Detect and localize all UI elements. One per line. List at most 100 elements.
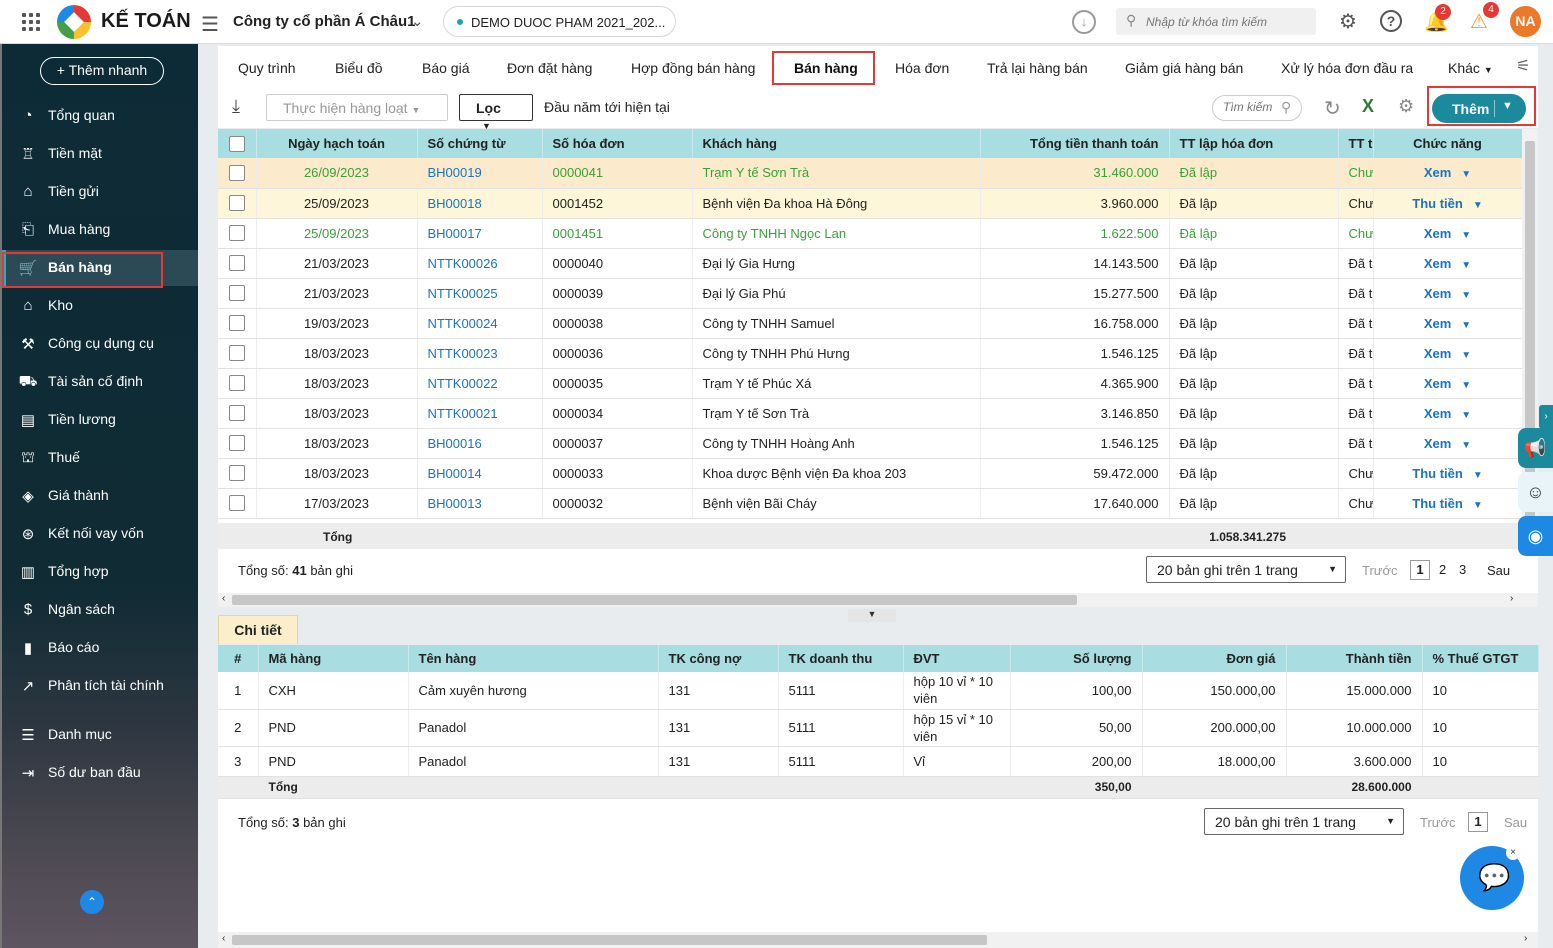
- table-row[interactable]: 21/03/2023 NTTK00026 0000040 Đại lý Gia Hưn…: [218, 248, 1522, 279]
- cell-action[interactable]: Xem ▼: [1373, 368, 1522, 399]
- sidebar-item-tiền-mặt[interactable]: ♖ Tiền mặt: [2, 136, 198, 172]
- scroll-left-icon[interactable]: ‹: [222, 933, 226, 944]
- detail-row[interactable]: 2 PND Panadol 131 5111 hộp 15 vỉ * 10 viên 50,…: [218, 709, 1539, 747]
- sidebar-item-phân-tích-tài-chính[interactable]: ↗ Phân tích tài chính: [2, 668, 198, 704]
- row-checkbox[interactable]: [228, 435, 245, 452]
- sort-icon[interactable]: ⤓: [232, 96, 240, 116]
- add-button[interactable]: Thêm ▼: [1432, 94, 1526, 123]
- tab-settings-icon[interactable]: ⚟: [1516, 58, 1531, 75]
- page-size-select[interactable]: 20 bản ghi trên 1 trang ▼: [1146, 556, 1346, 583]
- database-selector[interactable]: DEMO DUOC PHAM 2021_202...: [443, 6, 676, 37]
- table-row[interactable]: 17/03/2023 BH00013 0000032 Bệnh viện Bãi Ch…: [218, 488, 1522, 519]
- tab-bao-gia[interactable]: Báo giá: [422, 60, 470, 76]
- avatar[interactable]: NA: [1510, 6, 1541, 37]
- col-invoice-no[interactable]: Số hóa đơn: [542, 129, 693, 158]
- row-checkbox[interactable]: [228, 285, 245, 302]
- chevron-down-icon[interactable]: ▼: [1472, 199, 1483, 211]
- col-item-name[interactable]: Tên hàng: [408, 645, 659, 672]
- cell-action[interactable]: Xem ▼: [1373, 338, 1522, 369]
- sidebar-item-kết-nối-vay-vốn[interactable]: ⊛ Kết nối vay vốn: [2, 516, 198, 552]
- excel-export-icon[interactable]: X: [1362, 96, 1375, 116]
- tab-giam-gia[interactable]: Giảm giá hàng bán: [1125, 60, 1244, 76]
- row-checkbox[interactable]: [228, 375, 245, 392]
- table-row[interactable]: 26/09/2023 BH00019 0000041 Trạm Y tế Sơn Tr…: [218, 158, 1522, 189]
- table-row[interactable]: 18/03/2023 BH00014 0000033 Khoa dược Bệnh v…: [218, 458, 1522, 489]
- chevron-down-icon[interactable]: ▼: [1461, 169, 1472, 181]
- row-checkbox[interactable]: [228, 225, 245, 242]
- row-checkbox[interactable]: [228, 345, 245, 362]
- col-doc-no[interactable]: Số chứng từ: [417, 129, 543, 158]
- cell-action[interactable]: Xem ▼: [1373, 248, 1522, 279]
- cell-doc-link[interactable]: BH00018: [417, 188, 543, 219]
- cell-doc-link[interactable]: NTTK00023: [417, 338, 543, 369]
- batch-action-dropdown[interactable]: Thực hiện hàng loạt ▼: [266, 94, 448, 121]
- table-search-input[interactable]: [1223, 100, 1278, 114]
- row-checkbox[interactable]: [228, 465, 245, 482]
- col-revenue-account[interactable]: TK doanh thu: [778, 645, 904, 672]
- cell-doc-link[interactable]: NTTK00025: [417, 278, 543, 309]
- cell-doc-link[interactable]: BH00017: [417, 218, 543, 249]
- action-label[interactable]: Thu tiền: [1412, 465, 1463, 481]
- chevron-down-icon[interactable]: ▼: [1461, 289, 1472, 301]
- action-label[interactable]: Xem: [1423, 285, 1452, 301]
- scroll-right-icon[interactable]: ›: [1524, 933, 1528, 944]
- col-quantity[interactable]: Số lượng: [1010, 645, 1143, 672]
- chat-button[interactable]: 💬 ×: [1460, 846, 1524, 910]
- table-row[interactable]: 18/03/2023 NTTK00023 0000036 Công ty TNHH P…: [218, 338, 1522, 369]
- row-checkbox[interactable]: [228, 495, 245, 512]
- col-unit-price[interactable]: Đơn giá: [1142, 645, 1287, 672]
- tab-hop-dong[interactable]: Hợp đồng bán hàng: [631, 60, 756, 76]
- detail-tab[interactable]: Chi tiết: [218, 615, 298, 644]
- cell-action[interactable]: Xem ▼: [1373, 308, 1522, 339]
- col-debt-account[interactable]: TK công nợ: [658, 645, 779, 672]
- scroll-right-icon[interactable]: ›: [1510, 593, 1514, 604]
- col-vat[interactable]: % Thuế GTGT: [1422, 645, 1539, 672]
- expand-panel-icon[interactable]: ›: [1539, 405, 1553, 429]
- scrollbar-thumb[interactable]: [232, 595, 1077, 605]
- chevron-down-icon[interactable]: ▼: [1461, 409, 1472, 421]
- filter-button[interactable]: Lọc ▼: [459, 94, 533, 131]
- tab-don-dat-hang[interactable]: Đơn đặt hàng: [507, 60, 593, 76]
- cell-doc-link[interactable]: BH00014: [417, 458, 543, 489]
- cell-doc-link[interactable]: NTTK00022: [417, 368, 543, 399]
- action-label[interactable]: Xem: [1423, 255, 1452, 271]
- cell-action[interactable]: Thu tiền ▼: [1373, 458, 1522, 489]
- detail-prev-button[interactable]: Trước: [1420, 815, 1456, 830]
- action-label[interactable]: Xem: [1423, 315, 1452, 331]
- alert-icon[interactable]: ⚠: [1470, 11, 1488, 33]
- cell-action[interactable]: Xem ▼: [1373, 218, 1522, 249]
- cell-doc-link[interactable]: NTTK00021: [417, 398, 543, 429]
- page-2-button[interactable]: 2: [1439, 562, 1447, 577]
- col-amount[interactable]: Thành tiền: [1286, 645, 1423, 672]
- tab-xu-ly-hoa-don[interactable]: Xử lý hóa đơn đầu ra: [1281, 60, 1414, 76]
- col-total[interactable]: Tổng tiền thanh toán: [980, 129, 1170, 158]
- chevron-down-icon[interactable]: ▼: [1461, 379, 1472, 391]
- tab-bieu-do[interactable]: Biểu đồ: [335, 60, 383, 76]
- page-3-button[interactable]: 3: [1459, 562, 1467, 577]
- chevron-down-icon[interactable]: ▼: [1461, 349, 1472, 361]
- table-row[interactable]: 25/09/2023 BH00017 0001451 Công ty TNHH Ngọ…: [218, 218, 1522, 249]
- sidebar-item-tài-sản-cố-định[interactable]: ⛟ Tài sản cố định: [2, 364, 198, 400]
- prev-page-button[interactable]: Trước: [1362, 563, 1398, 578]
- detail-row[interactable]: 1 CXH Cảm xuyên hương 131 5111 hộp 10 vỉ * 10…: [218, 672, 1539, 710]
- cell-doc-link[interactable]: BH00019: [417, 158, 543, 189]
- action-label[interactable]: Thu tiền: [1412, 495, 1463, 511]
- add-dropdown-icon[interactable]: ▼: [1502, 100, 1513, 112]
- table-row[interactable]: 18/03/2023 NTTK00022 0000035 Trạm Y tế Phúc…: [218, 368, 1522, 399]
- sidebar-item-ngân-sách[interactable]: $ Ngân sách: [2, 592, 198, 628]
- sidebar-item-mua-hàng[interactable]: ⎗ Mua hàng: [2, 212, 198, 248]
- scrollbar-thumb[interactable]: [232, 935, 987, 945]
- action-label[interactable]: Xem: [1423, 375, 1452, 391]
- action-label[interactable]: Thu tiền: [1412, 195, 1463, 211]
- detail-page-1-button[interactable]: 1: [1468, 812, 1488, 832]
- cell-doc-link[interactable]: BH00013: [417, 488, 543, 519]
- menu-toggle-icon[interactable]: ☰: [201, 14, 219, 36]
- cell-action[interactable]: Thu tiền ▼: [1373, 188, 1522, 219]
- row-checkbox[interactable]: [228, 165, 245, 182]
- cell-doc-link[interactable]: NTTK00026: [417, 248, 543, 279]
- period-label[interactable]: Đầu năm tới hiện tại: [544, 99, 670, 115]
- action-label[interactable]: Xem: [1423, 165, 1452, 181]
- action-label[interactable]: Xem: [1423, 405, 1452, 421]
- global-search-input[interactable]: [1146, 11, 1311, 32]
- tab-tra-lai[interactable]: Trả lại hàng bán: [987, 60, 1088, 76]
